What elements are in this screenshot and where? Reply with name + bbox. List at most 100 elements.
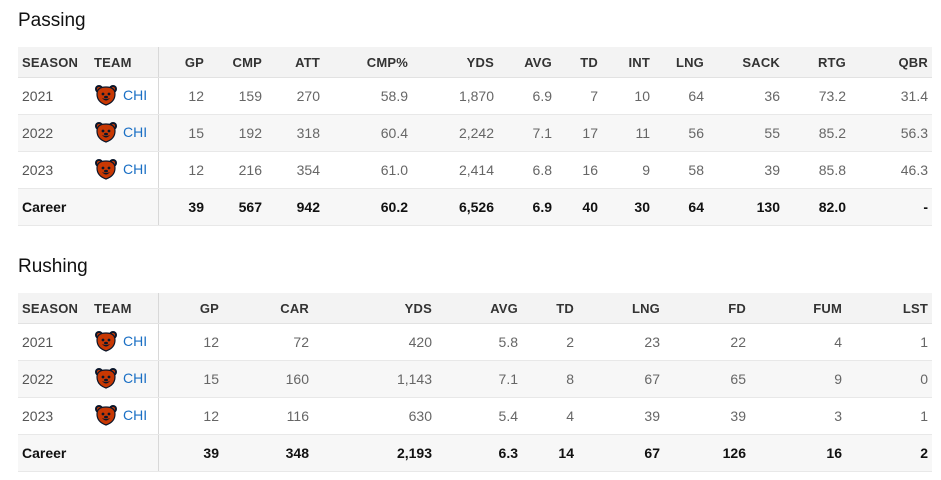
rushing-header-row: SEASON TEAM GP CAR YDS AVG TD LNG FD FUM… (18, 293, 932, 324)
sack-cell: 39 (708, 151, 784, 189)
col-header-int[interactable]: INT (602, 47, 654, 78)
int-cell: 11 (602, 114, 654, 152)
td-cell: 8 (522, 360, 578, 398)
yds-cell: 2,242 (412, 114, 498, 152)
qbr-cell: 31.4 (850, 77, 932, 115)
cmp-pct-cell: 60.4 (324, 114, 412, 152)
team-cell: CHI (90, 397, 159, 435)
table-row: 2022 CHI 15 160 1,143 7.1 8 67 65 9 0 (18, 360, 932, 398)
col-header-lst[interactable]: LST (846, 293, 932, 324)
col-header-car[interactable]: CAR (223, 293, 313, 324)
cmp-cell: 216 (208, 151, 266, 189)
team-cell: CHI (90, 114, 159, 152)
cmp-pct-cell: 61.0 (324, 151, 412, 189)
yds-cell: 630 (313, 397, 436, 435)
chicago-bears-logo-icon[interactable] (94, 330, 118, 352)
col-header-qbr[interactable]: QBR (850, 47, 932, 78)
career-car-cell: 348 (223, 434, 313, 472)
team-link[interactable]: CHI (94, 367, 147, 389)
career-lng-cell: 67 (578, 434, 664, 472)
gp-cell: 15 (158, 360, 223, 398)
qbr-cell: 56.3 (850, 114, 932, 152)
table-row: 2023 CHI 12 116 630 5.4 4 39 39 3 1 (18, 397, 932, 435)
col-header-att[interactable]: ATT (266, 47, 324, 78)
team-link[interactable]: CHI (94, 121, 147, 143)
cmp-cell: 159 (208, 77, 266, 115)
col-header-season[interactable]: SEASON (18, 293, 90, 324)
col-header-gp[interactable]: GP (158, 47, 208, 78)
lst-cell: 1 (846, 323, 932, 361)
col-header-fd[interactable]: FD (664, 293, 750, 324)
col-header-td[interactable]: TD (556, 47, 602, 78)
col-header-lng[interactable]: LNG (654, 47, 708, 78)
team-link[interactable]: CHI (94, 158, 147, 180)
gp-cell: 12 (158, 77, 208, 115)
col-header-lng[interactable]: LNG (578, 293, 664, 324)
col-header-season[interactable]: SEASON (18, 47, 90, 78)
avg-cell: 6.8 (498, 151, 556, 189)
chicago-bears-logo-icon[interactable] (94, 367, 118, 389)
career-fd-cell: 126 (664, 434, 750, 472)
col-header-cmp[interactable]: CMP (208, 47, 266, 78)
col-header-gp[interactable]: GP (158, 293, 223, 324)
col-header-avg[interactable]: AVG (498, 47, 556, 78)
table-row: 2022 CHI 15 192 318 60.4 2,242 7.1 17 11 56 55 85.2 5… (18, 114, 932, 152)
lng-cell: 64 (654, 77, 708, 115)
col-header-sack[interactable]: SACK (708, 47, 784, 78)
avg-cell: 7.1 (498, 114, 556, 152)
col-header-avg[interactable]: AVG (436, 293, 522, 324)
col-header-team[interactable]: TEAM (90, 47, 159, 78)
team-name[interactable]: CHI (123, 369, 148, 386)
col-header-yds[interactable]: YDS (412, 47, 498, 78)
col-header-yds[interactable]: YDS (313, 293, 436, 324)
chicago-bears-logo-icon[interactable] (94, 84, 118, 106)
chicago-bears-logo-icon[interactable] (94, 158, 118, 180)
career-team-cell (90, 188, 159, 226)
career-yds-cell: 6,526 (412, 188, 498, 226)
chicago-bears-logo-icon[interactable] (94, 121, 118, 143)
career-gp-cell: 39 (158, 188, 208, 226)
fd-cell: 22 (664, 323, 750, 361)
gp-cell: 12 (158, 323, 223, 361)
col-header-cmp-pct[interactable]: CMP% (324, 47, 412, 78)
season-cell: 2023 (18, 151, 90, 189)
int-cell: 10 (602, 77, 654, 115)
col-header-fum[interactable]: FUM (750, 293, 846, 324)
team-name[interactable]: CHI (123, 332, 148, 349)
td-cell: 16 (556, 151, 602, 189)
col-header-team[interactable]: TEAM (90, 293, 159, 324)
team-name[interactable]: CHI (123, 160, 148, 177)
col-header-rtg[interactable]: RTG (784, 47, 850, 78)
cmp-pct-cell: 58.9 (324, 77, 412, 115)
avg-cell: 7.1 (436, 360, 522, 398)
team-cell: CHI (90, 77, 159, 115)
col-header-td[interactable]: TD (522, 293, 578, 324)
team-name[interactable]: CHI (123, 86, 148, 103)
gp-cell: 12 (158, 151, 208, 189)
career-att-cell: 942 (266, 188, 324, 226)
career-qbr-cell: - (850, 188, 932, 226)
career-td-cell: 14 (522, 434, 578, 472)
career-fum-cell: 16 (750, 434, 846, 472)
team-name[interactable]: CHI (123, 406, 148, 423)
team-link[interactable]: CHI (94, 404, 147, 426)
career-label: Career (18, 188, 90, 226)
team-link[interactable]: CHI (94, 330, 147, 352)
att-cell: 270 (266, 77, 324, 115)
team-link[interactable]: CHI (94, 84, 147, 106)
career-avg-cell: 6.3 (436, 434, 522, 472)
team-name[interactable]: CHI (123, 123, 148, 140)
passing-section: Passing SEASON TEAM GP CMP ATT CMP% YDS … (18, 8, 932, 226)
fum-cell: 3 (750, 397, 846, 435)
td-cell: 2 (522, 323, 578, 361)
chicago-bears-logo-icon[interactable] (94, 404, 118, 426)
rtg-cell: 73.2 (784, 77, 850, 115)
car-cell: 160 (223, 360, 313, 398)
sack-cell: 36 (708, 77, 784, 115)
career-gp-cell: 39 (158, 434, 223, 472)
season-cell: 2021 (18, 323, 90, 361)
avg-cell: 5.8 (436, 323, 522, 361)
career-team-cell (90, 434, 159, 472)
td-cell: 4 (522, 397, 578, 435)
career-sack-cell: 130 (708, 188, 784, 226)
